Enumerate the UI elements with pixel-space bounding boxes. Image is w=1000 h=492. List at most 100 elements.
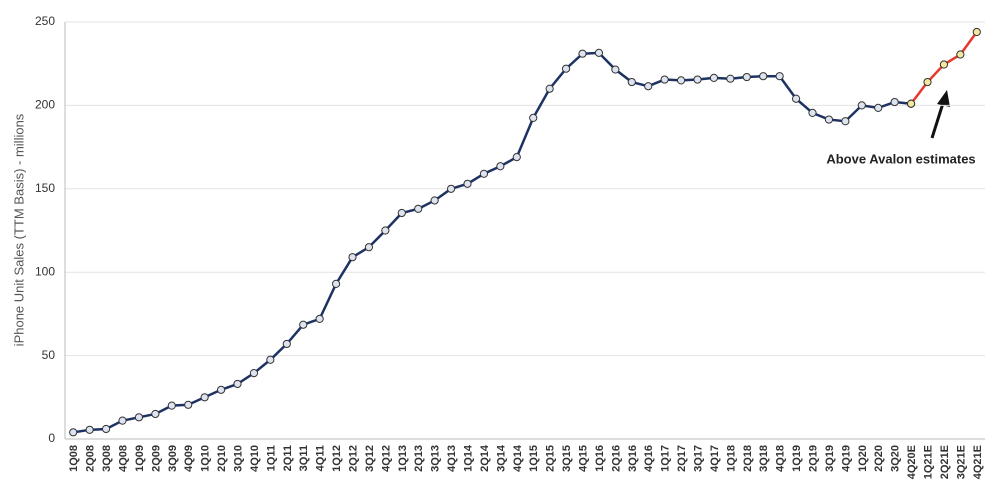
annotation: Above Avalon estimates [826,151,975,166]
x-tick-label: 2Q13 [413,445,425,472]
y-axis-label: iPhone Unit Sales (TTM Basis) - millions [11,113,26,346]
x-tick-label: 2Q10 [216,445,228,472]
x-tick-label: 2Q21E [939,445,951,479]
point [775,72,784,81]
point [496,162,505,171]
point [167,401,176,410]
point [874,103,883,113]
point [249,369,259,378]
point [381,226,390,235]
point [693,75,702,84]
point [594,48,604,57]
point [430,196,439,205]
x-tick-label: 2Q17 [676,445,688,472]
x-tick-label: 2Q16 [610,445,622,472]
x-tick-label: 1Q15 [528,445,540,472]
x-tick-label: 1Q12 [331,445,343,472]
point [233,379,242,389]
point [299,320,308,329]
x-tick-label: 3Q18 [758,445,770,472]
x-tick-label: 4Q14 [512,444,524,472]
x-tick-label: 3Q10 [233,445,245,472]
point [85,425,94,434]
point [578,49,587,58]
point [726,74,735,83]
point [759,72,768,81]
x-tick-label: 4Q09 [183,445,195,472]
point [118,416,127,425]
point [463,179,472,188]
point [709,73,719,82]
y-tick-label: 250 [35,14,55,28]
annotation-arrowhead [937,90,950,107]
x-tick-label: 1Q19 [791,445,803,472]
x-tick-label: 2Q12 [348,445,360,472]
point [200,393,209,402]
x-tick-label: 4Q10 [249,445,261,472]
y-tick-label: 50 [42,348,56,362]
point [184,400,193,409]
x-tick-label: 1Q18 [725,445,737,472]
series-line [73,51,912,434]
x-tick-label: 1Q20 [857,445,869,472]
x-tick-label: 1Q11 [265,445,277,471]
y-tick-label: 200 [35,98,55,112]
x-tick-label: 2Q19 [808,445,820,472]
point [808,108,817,118]
x-tick-label: 3Q20 [890,445,902,472]
x-tick-label: 4Q15 [578,445,590,472]
point [134,413,144,422]
x-tick-label: 4Q12 [380,445,392,472]
point [216,385,226,394]
point [791,94,801,103]
point [660,75,669,84]
point [939,60,949,69]
point [824,115,834,124]
x-tick-label: 3Q15 [561,445,573,472]
x-tick-label: 1Q08 [68,445,80,472]
point [923,77,932,87]
point [545,84,554,93]
x-tick-label: 1Q14 [463,444,475,472]
point [414,204,423,213]
point [282,339,291,349]
x-tick-label: 2Q08 [85,445,97,472]
x-tick-label: 2Q14 [479,444,491,472]
point [627,77,636,87]
x-tick-label: 4Q17 [709,445,721,472]
point [479,169,489,178]
x-tick-label: 4Q13 [446,445,458,472]
x-tick-label: 3Q16 [627,445,639,472]
x-tick-label: 4Q20E [906,445,918,479]
point [397,208,406,218]
x-tick-label: 1Q17 [660,445,672,472]
point [446,184,456,193]
x-tick-label: 3Q19 [824,445,836,472]
x-tick-label: 3Q17 [693,445,705,472]
x-tick-label: 4Q16 [643,445,655,472]
x-tick-label: 1Q21E [923,445,935,479]
point [857,101,866,110]
x-tick-label: 1Q09 [134,445,146,472]
x-tick-label: 1Q13 [397,445,409,472]
x-tick-label: 1Q10 [200,445,212,472]
x-tick-label: 4Q21E [972,445,984,479]
x-tick-label: 4Q18 [775,445,787,472]
point [956,50,965,59]
point [742,72,751,82]
x-tick-label: 2Q20 [873,445,885,472]
x-tick-label: 3Q14 [495,444,507,472]
x-tick-label: 3Q13 [430,445,442,472]
x-tick-label: 2Q09 [150,445,162,472]
x-tick-label: 3Q21E [955,445,967,479]
point [644,82,653,91]
x-tick-label: 4Q08 [118,445,130,472]
x-tick-label: 2Q18 [742,445,754,472]
point [348,253,357,262]
x-tick-label: 4Q19 [840,445,852,472]
point [364,243,374,252]
point [906,99,916,108]
point [331,279,341,288]
x-tick-label: 2Q11 [282,445,294,471]
